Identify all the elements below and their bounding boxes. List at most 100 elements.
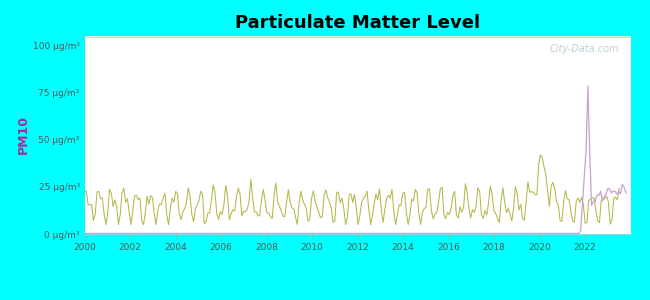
Bar [84, 37, 630, 38]
Bar [84, 37, 630, 38]
Bar [84, 36, 630, 37]
Bar [84, 37, 630, 38]
Bar [84, 36, 630, 38]
Bar [84, 36, 630, 37]
Bar [84, 37, 630, 38]
Bar [84, 37, 630, 38]
Bar [84, 36, 630, 37]
Bar [84, 37, 630, 38]
Bar [84, 37, 630, 38]
Bar [84, 36, 630, 37]
Bar [84, 37, 630, 38]
Bar [84, 37, 630, 38]
Bar [84, 37, 630, 38]
Bar [84, 36, 630, 37]
Bar [84, 36, 630, 37]
Bar [84, 37, 630, 38]
Bar [84, 36, 630, 38]
Bar [84, 37, 630, 38]
Bar [84, 36, 630, 37]
Bar [84, 36, 630, 37]
Bar [84, 37, 630, 38]
Bar [84, 37, 630, 38]
Bar [84, 36, 630, 37]
Bar [84, 36, 630, 37]
Bar [84, 36, 630, 37]
Bar [84, 37, 630, 38]
Bar [84, 37, 630, 38]
Bar [84, 36, 630, 37]
Bar [84, 37, 630, 38]
Bar [84, 36, 630, 37]
Bar [84, 36, 630, 37]
Bar [84, 37, 630, 38]
Bar [84, 36, 630, 37]
Bar [84, 37, 630, 38]
Bar [84, 37, 630, 38]
Bar [84, 37, 630, 38]
Bar [84, 36, 630, 37]
Bar [84, 36, 630, 38]
Bar [84, 37, 630, 38]
Bar [84, 37, 630, 38]
Bar [84, 36, 630, 37]
Title: Particulate Matter Level: Particulate Matter Level [235, 14, 480, 32]
Bar [84, 36, 630, 37]
Bar [84, 37, 630, 38]
Bar [84, 36, 630, 37]
Bar [84, 36, 630, 38]
Bar [84, 37, 630, 38]
Bar [84, 37, 630, 38]
Bar [84, 36, 630, 37]
Bar [84, 37, 630, 38]
Bar [84, 37, 630, 38]
Bar [84, 36, 630, 37]
Bar [84, 37, 630, 38]
Bar [84, 37, 630, 38]
Bar [84, 36, 630, 38]
Bar [84, 37, 630, 38]
Bar [84, 37, 630, 38]
Bar [84, 37, 630, 38]
Bar [84, 36, 630, 37]
Bar [84, 36, 630, 38]
Bar [84, 36, 630, 37]
Text: City-Data.com: City-Data.com [550, 44, 619, 54]
Bar [84, 37, 630, 38]
Bar [84, 36, 630, 37]
Bar [84, 36, 630, 38]
Bar [84, 37, 630, 38]
Bar [84, 37, 630, 38]
Bar [84, 37, 630, 38]
Bar [84, 37, 630, 38]
Bar [84, 36, 630, 37]
Bar [84, 37, 630, 38]
Bar [84, 37, 630, 38]
Bar [84, 37, 630, 38]
Bar [84, 37, 630, 38]
Bar [84, 37, 630, 38]
Bar [84, 37, 630, 38]
Bar [84, 36, 630, 37]
Bar [84, 37, 630, 38]
Bar [84, 36, 630, 37]
Bar [84, 36, 630, 37]
Bar [84, 37, 630, 38]
Bar [84, 37, 630, 38]
Bar [84, 37, 630, 38]
Bar [84, 37, 630, 38]
Bar [84, 37, 630, 38]
Bar [84, 37, 630, 38]
Bar [84, 36, 630, 37]
Bar [84, 37, 630, 38]
Bar [84, 37, 630, 38]
Bar [84, 37, 630, 38]
Bar [84, 36, 630, 37]
Bar [84, 37, 630, 38]
Bar [84, 36, 630, 37]
Bar [84, 36, 630, 37]
Bar [84, 36, 630, 37]
Bar [84, 36, 630, 37]
Bar [84, 36, 630, 37]
Bar [84, 37, 630, 38]
